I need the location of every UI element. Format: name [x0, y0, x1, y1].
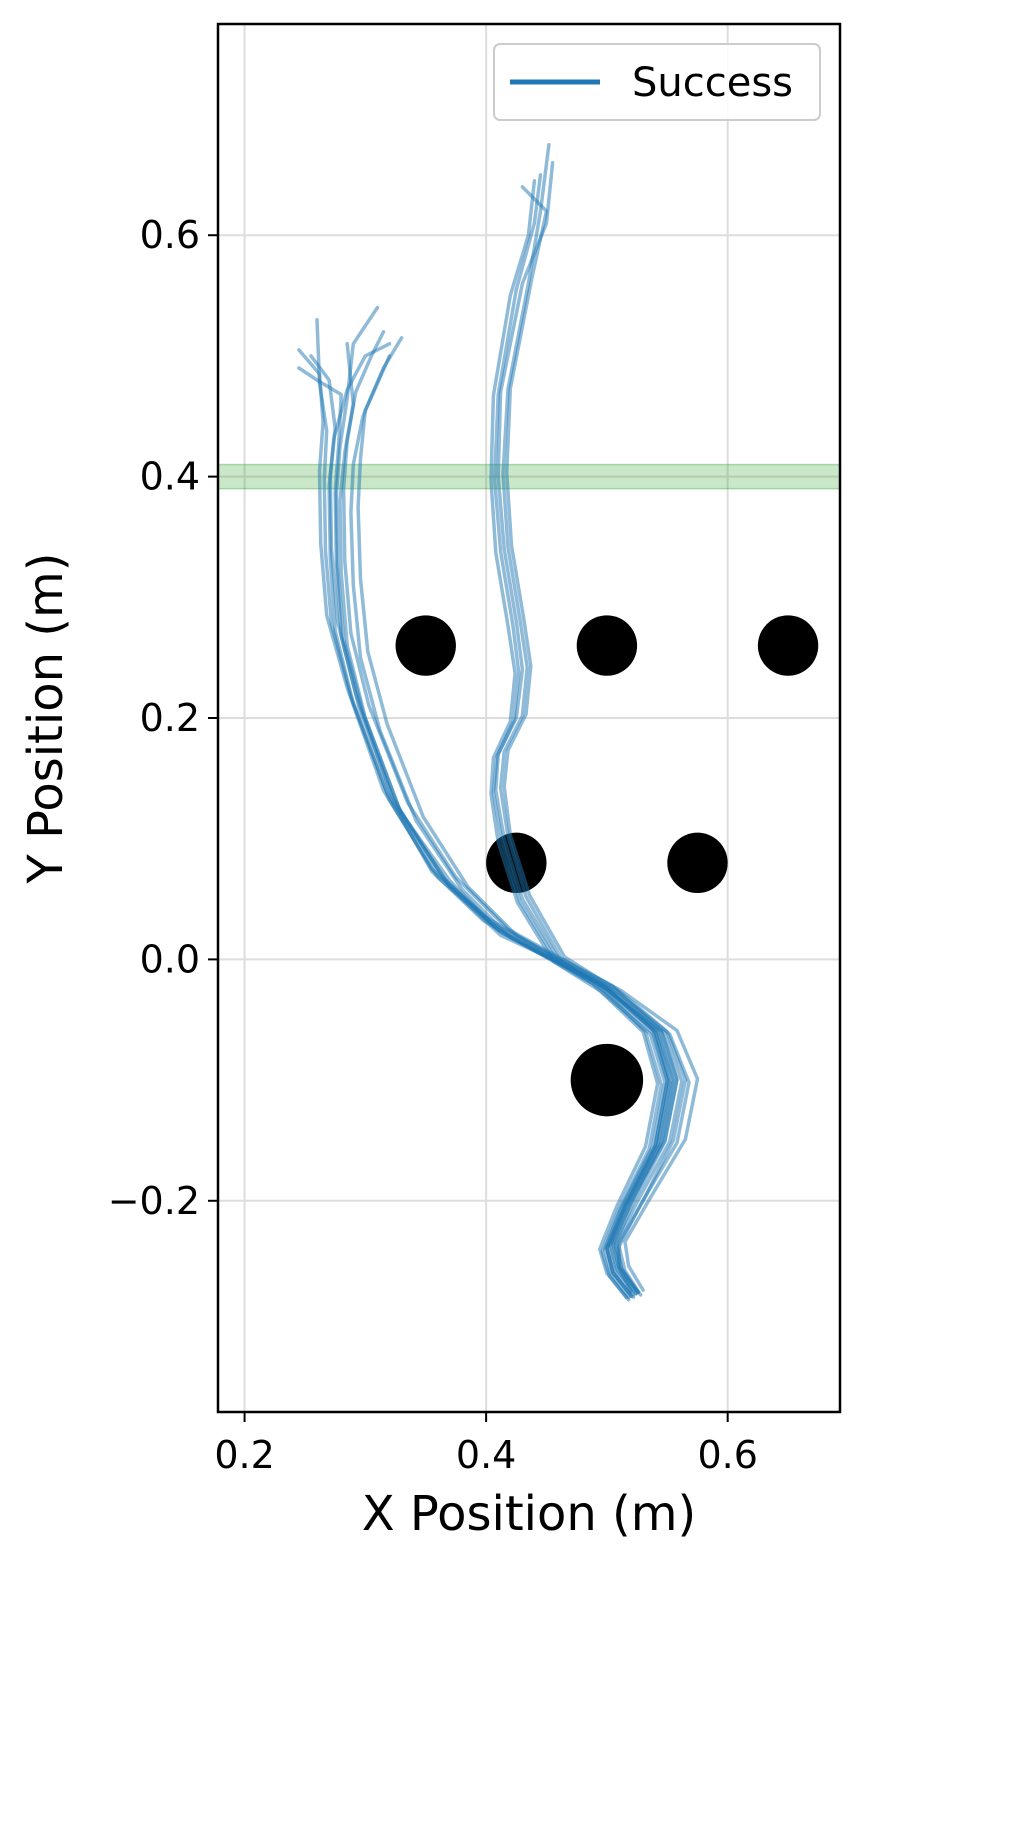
x-axis-label: X Position (m)	[362, 1486, 697, 1542]
obstacle-2	[667, 832, 728, 894]
obstacle-4	[576, 615, 638, 676]
trajectory-line-11	[498, 142, 676, 1296]
obstacle-0	[570, 1043, 644, 1117]
trajectory-line-6	[356, 336, 700, 1292]
obstacle-layer	[395, 615, 819, 1117]
trajectory-line-8	[297, 366, 676, 1296]
trajectory-line-7	[315, 317, 660, 1300]
legend: Success	[493, 43, 821, 121]
y-tick-label-0: −0.2	[108, 1179, 200, 1223]
x-tick-label-0: 0.2	[214, 1433, 274, 1477]
obstacle-5	[757, 615, 819, 676]
legend-label-success: Success	[632, 60, 793, 106]
grid	[218, 24, 840, 1412]
legend-box	[493, 43, 821, 121]
trajectory-line-13	[502, 185, 679, 1295]
trajectory-line-2	[309, 354, 670, 1300]
x-tick-label-1: 0.4	[456, 1433, 516, 1477]
y-tick-label-1: 0.0	[140, 937, 200, 981]
y-axis-label: Y Position (m)	[18, 553, 74, 885]
trajectory-line-3	[349, 354, 691, 1297]
y-tick-label-2: 0.2	[140, 696, 200, 740]
y-tick-label-4: 0.6	[140, 213, 200, 257]
obstacle-3	[395, 615, 456, 676]
x-tick-label-2: 0.6	[697, 1433, 757, 1477]
trajectory-line-14	[489, 179, 667, 1300]
goal-band-layer	[217, 463, 841, 490]
trajectory-series-layer	[297, 142, 700, 1302]
goal-band	[217, 463, 841, 490]
y-tick-label-3: 0.4	[140, 455, 200, 499]
tick-layer: 0.2 0.4 0.6 −0.2 0.0 0.2 0.4 0.6	[108, 213, 758, 1477]
